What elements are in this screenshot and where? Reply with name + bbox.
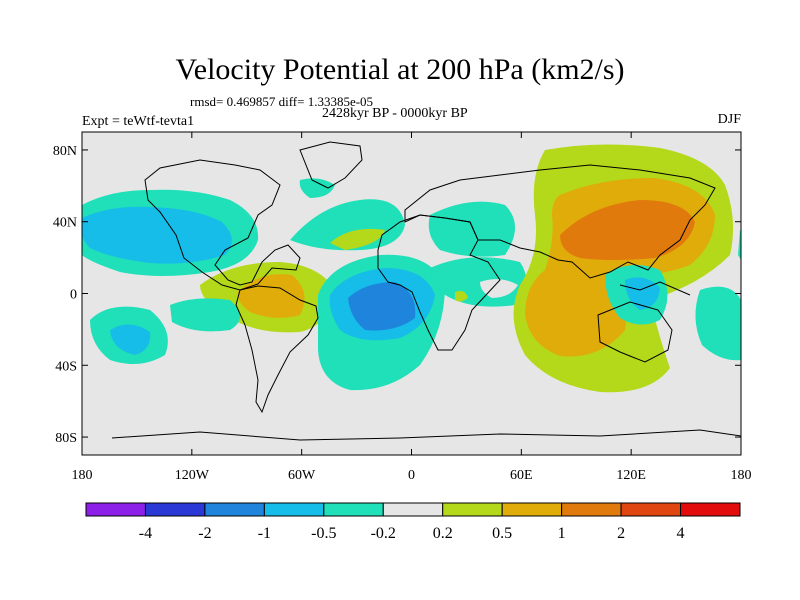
colorbar-label: -0.5	[311, 525, 336, 542]
colorbar: -4 -2 -1 -0.5 -0.2 0.2 0.5 1 2 4	[85, 502, 741, 542]
colorbar-swatch	[442, 502, 503, 517]
x-tick-label: 120E	[616, 468, 646, 483]
colorbar-label: 0.2	[433, 525, 453, 542]
y-tick-label: 80N	[53, 144, 77, 159]
map-field	[82, 132, 741, 455]
colorbar-label: -4	[139, 525, 152, 542]
colorbar-swatch	[204, 502, 265, 517]
colorbar-swatch	[144, 502, 206, 517]
y-tick-label: 40S	[55, 359, 77, 374]
colorbar-swatch	[620, 502, 682, 517]
colorbar-swatch	[680, 502, 741, 517]
experiment-label: Expt = teWtf-tevta1	[82, 114, 195, 129]
x-tick-label: 0	[408, 468, 415, 483]
coastlines	[111, 141, 741, 441]
colorbar-label: -1	[258, 525, 271, 542]
tropical-atlantic-negative-anomaly	[318, 254, 445, 391]
axes: 180 120W 60W 0 60E 120E 180 80N 40N 0 40S 80S	[53, 132, 752, 483]
africa-yellow-spot	[455, 290, 468, 302]
colorbar-swatch	[382, 502, 444, 517]
y-tick-label: 40N	[53, 216, 77, 231]
y-tick-label: 0	[70, 288, 77, 303]
x-tick-label: 180	[72, 468, 93, 483]
eurasia-cyan	[428, 201, 515, 257]
north-atlantic-yellow	[330, 228, 385, 250]
north-pacific-negative-anomaly	[82, 189, 741, 276]
x-tick-label: 60W	[288, 468, 316, 483]
south-pacific-negative-anomaly	[90, 298, 240, 364]
east-africa-gap	[480, 279, 518, 298]
colorbar-swatch	[501, 502, 563, 517]
colorbar-swatch	[561, 502, 622, 517]
x-tick-label: 60E	[510, 468, 533, 483]
colorbar-swatch	[263, 502, 325, 517]
colorbar-label: -2	[198, 525, 211, 542]
x-tick-label: 120W	[175, 468, 210, 483]
greenland-cyan	[299, 178, 335, 198]
colorbar-label: 4	[677, 525, 685, 542]
x-tick-label: 180	[731, 468, 752, 483]
colorbar-label: 2	[617, 525, 625, 542]
colorbar-swatch	[323, 502, 384, 517]
time-period-label: 2428kyr BP - 0000kyr BP	[322, 106, 468, 121]
rmsd-diff-stats: rmsd= 0.469857 diff= 1.33385e-05	[190, 94, 374, 109]
colorbar-label: 1	[558, 525, 566, 542]
plot-title: Velocity Potential at 200 hPa (km2/s)	[175, 53, 625, 86]
y-tick-label: 80S	[55, 431, 77, 446]
colorbar-label: -0.2	[371, 525, 396, 542]
colorbar-label: 0.5	[492, 525, 512, 542]
colorbar-swatch	[85, 502, 146, 517]
season-label: DJF	[717, 112, 741, 127]
